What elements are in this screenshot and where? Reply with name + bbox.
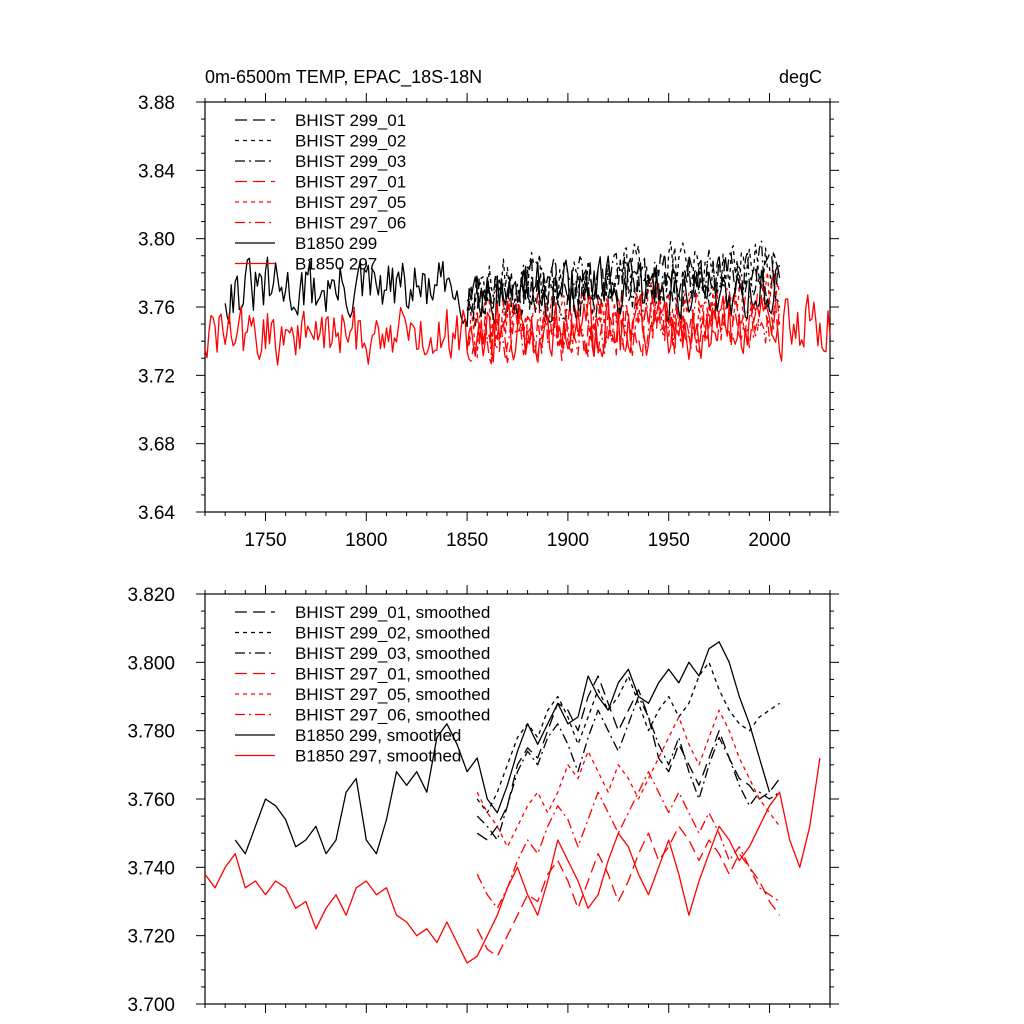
bottom-legend: BHIST 299_01, smoothed BHIST 299_02, smoo… — [235, 603, 490, 766]
bottom-ytick-label-6: 3.820 — [127, 585, 175, 606]
bottom-legend-label-bhist-297-06-smoothed: BHIST 297_06, smoothed — [295, 706, 490, 725]
bottom-tick-group: 3.700 3.720 3.740 3.760 3.780 3.800 3.820 — [127, 585, 839, 1016]
bottom-legend-label-bhist-299-02-smoothed: BHIST 299_02, smoothed — [295, 624, 490, 643]
top-ytick-label-2: 3.72 — [138, 366, 175, 387]
top-ytick-label-5: 3.84 — [138, 161, 175, 182]
top-series-bhist-297-06 — [466, 287, 781, 361]
top-xtick-label-1850: 1850 — [446, 530, 488, 551]
bottom-ytick-label-1: 3.720 — [127, 927, 175, 948]
top-xtick-label-1900: 1900 — [547, 530, 589, 551]
top-ytick-label-3: 3.76 — [138, 298, 175, 319]
top-chart-units: degC — [779, 67, 822, 87]
bottom-series-bhist-299-03-smoothed — [476, 695, 780, 841]
top-series-b1850-299 — [224, 255, 781, 328]
top-xtick-label-1750: 1750 — [244, 530, 286, 551]
top-legend-label-bhist-299-03: BHIST 299_03 — [295, 152, 406, 171]
bottom-series-bhist-297-05-smoothed — [476, 709, 781, 848]
top-legend-label-bhist-297-01: BHIST 297_01 — [295, 173, 406, 192]
bottom-legend-label-b1850-299-smoothed: B1850 299, smoothed — [295, 726, 461, 745]
top-ytick-label-0: 3.64 — [138, 503, 175, 524]
bottom-legend-label-bhist-297-05-smoothed: BHIST 297_05, smoothed — [295, 685, 490, 704]
bottom-legend-label-b1850-297-smoothed: B1850 297, smoothed — [295, 747, 461, 766]
top-chart-title: 0m-6500m TEMP, EPAC_18S-18N — [205, 67, 482, 88]
top-xtick-label-1800: 1800 — [345, 530, 387, 551]
bottom-series-bhist-297-01-smoothed — [476, 825, 781, 957]
bottom-ytick-label-3: 3.760 — [127, 790, 175, 811]
top-ytick-label-1: 3.68 — [138, 435, 175, 456]
top-tick-group: 1750 1800 1850 1900 1950 2000 3.64 3.68 3.72 3.76… — [138, 93, 839, 551]
top-legend-label-b1850-299: B1850 299 — [295, 234, 377, 253]
bottom-ytick-label-0: 3.700 — [127, 995, 175, 1016]
bottom-chart-panel: 3.700 3.720 3.740 3.760 3.780 3.800 3.820 BHIS… — [127, 585, 839, 1016]
bottom-series-b1850-299-smoothed — [234, 641, 771, 855]
bottom-ytick-label-5: 3.800 — [127, 653, 175, 674]
top-legend-label-b1850-297: B1850 297 — [295, 255, 377, 274]
top-xtick-label-1950: 1950 — [648, 530, 690, 551]
top-ytick-label-4: 3.80 — [138, 230, 175, 251]
top-legend-label-bhist-299-02: BHIST 299_02 — [295, 132, 406, 151]
top-legend-label-bhist-297-06: BHIST 297_06 — [295, 214, 406, 233]
bottom-legend-label-bhist-299-03-smoothed: BHIST 299_03, smoothed — [295, 644, 490, 663]
top-legend-label-bhist-299-01: BHIST 299_01 — [295, 111, 406, 130]
bottom-ytick-label-2: 3.740 — [127, 858, 175, 879]
top-xtick-label-2000: 2000 — [748, 530, 790, 551]
top-series-bhist-297-05 — [466, 269, 781, 359]
top-chart-panel: 0m-6500m TEMP, EPAC_18S-18N degC 1750 180… — [138, 67, 839, 551]
bottom-legend-label-bhist-299-01-smoothed: BHIST 299_01, smoothed — [295, 603, 490, 622]
top-ytick-label-6: 3.88 — [138, 93, 175, 114]
top-series-group — [204, 240, 831, 366]
bottom-legend-label-bhist-297-01-smoothed: BHIST 297_01, smoothed — [295, 665, 490, 684]
bottom-series-bhist-297-06-smoothed — [476, 771, 780, 909]
top-series-b1850-297 — [204, 294, 831, 366]
top-legend-label-bhist-297-05: BHIST 297_05 — [295, 193, 406, 212]
bottom-series-group — [204, 641, 821, 964]
bottom-ytick-label-4: 3.780 — [127, 722, 175, 743]
bottom-series-b1850-297-smoothed — [204, 757, 821, 964]
